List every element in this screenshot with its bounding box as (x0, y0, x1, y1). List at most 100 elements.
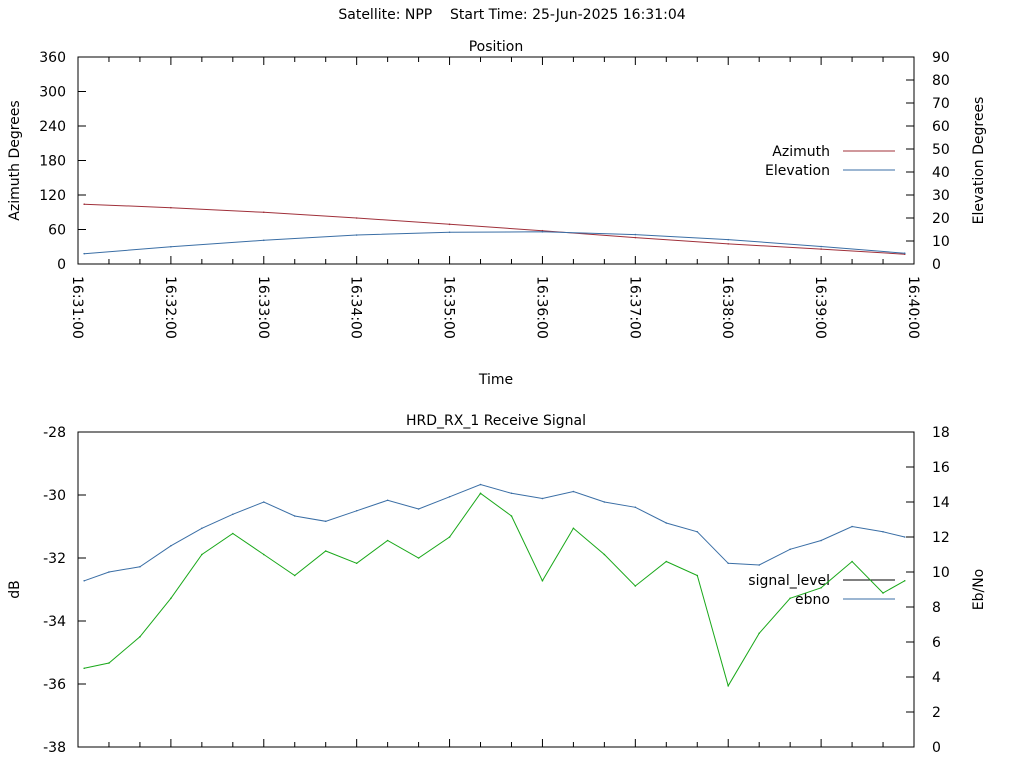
position-y2-tick-label: 90 (932, 50, 950, 66)
signal-legend-label: ebno (795, 592, 830, 608)
signal-series-point-series-2 (603, 553, 606, 556)
position-series-point-Azimuth (541, 229, 544, 232)
signal-series-point-ebno (727, 562, 730, 565)
position-y-tick-label: 300 (39, 85, 66, 101)
signal-series-point-ebno (510, 492, 513, 495)
signal-series-point-ebno (758, 564, 760, 566)
signal-y2-tick-label: 4 (932, 670, 941, 686)
position-x-tick-label: 16:36:00 (533, 276, 549, 339)
signal-series-line-series-2 (84, 492, 905, 688)
signal-series-point-ebno (83, 579, 85, 582)
position-series-point-Elevation (820, 245, 822, 248)
position-series-point-Elevation (355, 234, 358, 236)
signal-series-point-series-2 (510, 515, 513, 517)
signal-series-point-ebno (820, 539, 822, 542)
position-x-tick-label: 16:35:00 (441, 276, 457, 339)
signal-series-point-ebno (479, 483, 482, 486)
signal-series-point-series-2 (851, 560, 853, 563)
signal-plot-frame (77, 431, 915, 748)
position-series-point-Elevation (262, 239, 265, 242)
position-y2-tick-label: 80 (932, 73, 950, 89)
signal-y-tick-label: -38 (43, 740, 66, 756)
signal-series-point-series-2 (572, 527, 575, 530)
position-y2-tick-label: 20 (932, 211, 950, 227)
signal-y-tick-label: -28 (43, 425, 66, 441)
position-series-point-Elevation (170, 245, 172, 248)
signal-series-point-series-2 (324, 550, 327, 552)
signal-series-point-series-2 (820, 586, 822, 589)
signal-series-point-series-2 (665, 560, 668, 563)
signal-series-line-ebno (84, 483, 905, 582)
signal-series-point-series-2 (386, 539, 389, 542)
signal-series-point-ebno (201, 527, 203, 530)
signal-series-point-ebno (448, 495, 451, 498)
signal-y-tick-label: -30 (43, 488, 66, 504)
signal-series-point-ebno (634, 506, 637, 509)
position-series-point-Azimuth (262, 211, 265, 214)
signal-y2-tick-label: 14 (932, 495, 950, 511)
position-series-point-Azimuth (83, 203, 85, 205)
signal-series-point-ebno (903, 536, 906, 538)
position-y-tick-label: 120 (39, 188, 66, 204)
position-series-point-Elevation (727, 238, 730, 241)
signal-series-point-series-2 (262, 553, 265, 556)
signal-series-point-ebno (851, 525, 853, 528)
position-series-point-Azimuth (355, 217, 358, 219)
signal-series-point-ebno (603, 501, 606, 503)
position-series-line-Azimuth (84, 203, 905, 255)
signal-series-point-series-2 (882, 592, 884, 594)
signal-series-point-series-2 (903, 579, 906, 582)
signal-series-point-series-2 (83, 667, 85, 670)
signal-legend-label: signal_level (748, 573, 830, 589)
position-y-tick-label: 60 (48, 223, 66, 239)
position-y-tick-label: 360 (39, 50, 66, 66)
signal-series-point-ebno (108, 571, 110, 573)
signal-series-point-series-2 (293, 574, 296, 577)
signal-series-point-series-2 (789, 597, 791, 600)
position-y2-tick-label: 30 (932, 188, 950, 204)
signal-series-point-ebno (170, 544, 172, 547)
signal-chart-title: HRD_RX_1 Receive Signal (406, 413, 586, 429)
position-y-axis-label: Azimuth Degrees (7, 100, 23, 220)
signal-y2-tick-label: 8 (932, 600, 941, 616)
signal-y-tick-label: -32 (43, 551, 66, 567)
signal-series-point-series-2 (634, 585, 637, 587)
position-legend-label: Elevation (765, 163, 830, 179)
signal-series-point-ebno (232, 513, 234, 516)
position-series-line-Elevation (84, 231, 905, 255)
signal-series-point-series-2 (355, 562, 358, 565)
position-series-point-Azimuth (448, 223, 451, 226)
signal-y-axis-label: dB (7, 580, 23, 599)
position-y2-tick-label: 60 (932, 119, 950, 135)
signal-series-point-series-2 (727, 684, 730, 687)
signal-y2-tick-label: 16 (932, 460, 950, 476)
signal-y2-axis-label: Eb/No (971, 569, 987, 611)
signal-series-point-series-2 (479, 492, 482, 495)
position-y2-axis-label: Elevation Degrees (971, 97, 987, 225)
signal-series-point-series-2 (696, 574, 699, 577)
signal-series-point-ebno (572, 490, 575, 493)
signal-y-tick-label: -34 (43, 614, 66, 630)
signal-y2-tick-label: 10 (932, 565, 950, 581)
signal-series-point-series-2 (170, 597, 172, 600)
position-series-point-Elevation (83, 252, 85, 255)
position-y2-tick-label: 10 (932, 234, 950, 250)
signal-series-point-ebno (789, 548, 791, 551)
signal-series-point-ebno (139, 565, 141, 568)
position-series-point-Azimuth (170, 206, 172, 209)
position-series-point-Azimuth (820, 248, 822, 250)
signal-y2-tick-label: 18 (932, 425, 950, 441)
signal-series-point-series-2 (108, 662, 110, 664)
signal-series-point-series-2 (201, 553, 203, 556)
position-x-tick-label: 16:37:00 (626, 276, 642, 339)
position-y2-tick-label: 70 (932, 96, 950, 112)
signal-series-point-ebno (541, 497, 544, 500)
signal-series-point-ebno (355, 509, 358, 512)
position-y-tick-label: 0 (57, 257, 66, 273)
position-x-tick-label: 16:39:00 (812, 276, 828, 339)
signal-series-point-ebno (324, 520, 327, 523)
main-title: Satellite: NPP Start Time: 25-Jun-2025 1… (338, 7, 686, 23)
signal-series-point-ebno (665, 522, 668, 524)
signal-y-tick-label: -36 (43, 677, 66, 693)
